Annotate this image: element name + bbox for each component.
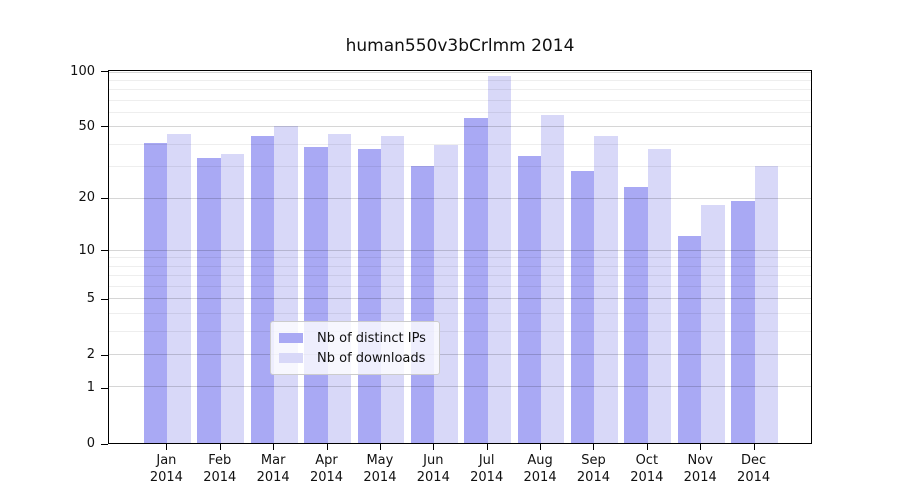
x-tick-label-jun: Jun 2014 [416,453,450,485]
x-tick-label-aug: Aug 2014 [523,453,557,485]
bar-downloads-jun [434,145,458,443]
gridline-minor-7 [109,275,811,277]
gridline-1 [109,386,811,388]
y-tick-label-0: 0 [86,436,95,451]
plot-area [108,70,812,444]
legend-item-distinct-ips: Nb of distinct IPs [279,328,431,348]
x-tick-mark-may [379,444,381,450]
y-tick-mark-1 [101,387,108,389]
x-tick-label-feb: Feb 2014 [203,453,237,485]
x-tick-label-jul: Jul 2014 [470,453,504,485]
legend: Nb of distinct IPs Nb of downloads [270,321,440,375]
legend-label-downloads: Nb of downloads [317,350,426,366]
gridline-50 [109,126,811,128]
y-tick-mark-20 [101,197,108,199]
x-tick-mark-jun [433,444,435,450]
y-tick-label-50: 50 [78,118,95,134]
legend-swatch-downloads [279,353,303,363]
bar-distinct-ips-sep [571,171,595,443]
bar-distinct-ips-may [357,149,381,443]
gridline-100 [109,71,811,73]
x-tick-mark-feb [219,444,221,450]
gridline-minor-80 [109,89,811,91]
legend-swatch-distinct-ips [279,333,303,343]
bar-distinct-ips-apr [304,147,328,443]
gridline-5 [109,298,811,300]
y-tick-label-2: 2 [86,347,95,363]
bar-distinct-ips-mar [250,135,275,443]
y-tick-mark-10 [101,250,108,251]
gridline-20 [109,197,811,199]
bar-downloads-sep [594,135,618,443]
x-tick-mark-aug [540,444,542,450]
x-tick-label-jan: Jan 2014 [149,453,183,485]
x-tick-mark-dec [753,444,755,450]
y-tick-label-1: 1 [86,380,95,396]
y-tick-mark-50 [101,126,108,128]
gridline-minor-9 [109,257,811,259]
bar-downloads-oct [647,149,672,443]
y-tick-label-100: 100 [70,63,95,79]
bar-downloads-may [380,135,405,443]
bar-distinct-ips-dec [731,201,755,443]
x-tick-label-dec: Dec 2014 [737,453,771,485]
x-tick-mark-apr [326,444,328,450]
bar-downloads-jan [167,134,191,443]
gridline-minor-40 [109,143,811,145]
gridline-minor-4 [109,312,811,314]
gridline-minor-3 [109,330,811,332]
gridline-2 [109,353,811,355]
bar-distinct-ips-nov [677,236,702,443]
x-tick-mark-mar [273,444,275,450]
legend-item-downloads: Nb of downloads [279,348,431,368]
y-tick-mark-5 [101,298,108,300]
gridline-minor-8 [109,265,811,267]
x-tick-label-oct: Oct 2014 [630,453,664,485]
bar-distinct-ips-jun [410,165,435,443]
gridline-minor-70 [109,99,811,101]
y-tick-mark-0 [101,443,108,445]
x-tick-label-apr: Apr 2014 [309,453,344,485]
x-tick-mark-oct [646,444,648,450]
bar-downloads-jul [487,76,512,443]
x-tick-label-sep: Sep 2014 [576,453,610,485]
x-tick-mark-jul [486,444,488,450]
bar-downloads-nov [701,205,725,443]
bar-downloads-apr [327,134,351,443]
gridline-minor-6 [109,285,811,287]
bar-downloads-mar [274,125,298,443]
gridline-minor-30 [109,166,811,168]
y-tick-label-5: 5 [86,291,95,307]
legend-label-distinct-ips: Nb of distinct IPs [317,330,426,346]
gridline-10 [109,249,811,251]
x-tick-mark-jan [166,444,168,450]
x-tick-mark-sep [593,444,595,450]
y-tick-label-10: 10 [78,242,95,258]
bar-distinct-ips-feb [197,158,221,443]
bar-downloads-feb [220,153,245,443]
bar-downloads-dec [754,165,778,443]
bar-distinct-ips-oct [624,186,648,443]
bar-distinct-ips-jan [144,143,168,443]
chart-title: human550v3bCrlmm 2014 [345,36,575,56]
y-tick-label-20: 20 [78,190,95,206]
bar-downloads-aug [541,115,565,443]
y-tick-mark-100 [101,71,108,73]
y-tick-mark-2 [101,354,108,356]
bar-distinct-ips-jul [464,118,488,443]
gridline-minor-90 [109,79,811,81]
x-tick-label-nov: Nov 2014 [683,453,717,485]
x-tick-label-mar: Mar 2014 [256,453,290,485]
x-tick-mark-nov [700,444,702,450]
bar-distinct-ips-aug [517,156,542,443]
gridline-minor-60 [109,112,811,114]
x-tick-label-may: May 2014 [363,453,397,485]
